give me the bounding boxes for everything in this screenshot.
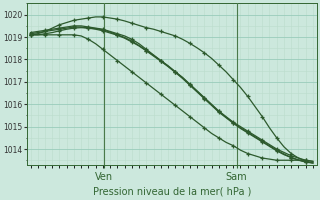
X-axis label: Pression niveau de la mer( hPa ): Pression niveau de la mer( hPa ) [92,187,251,197]
